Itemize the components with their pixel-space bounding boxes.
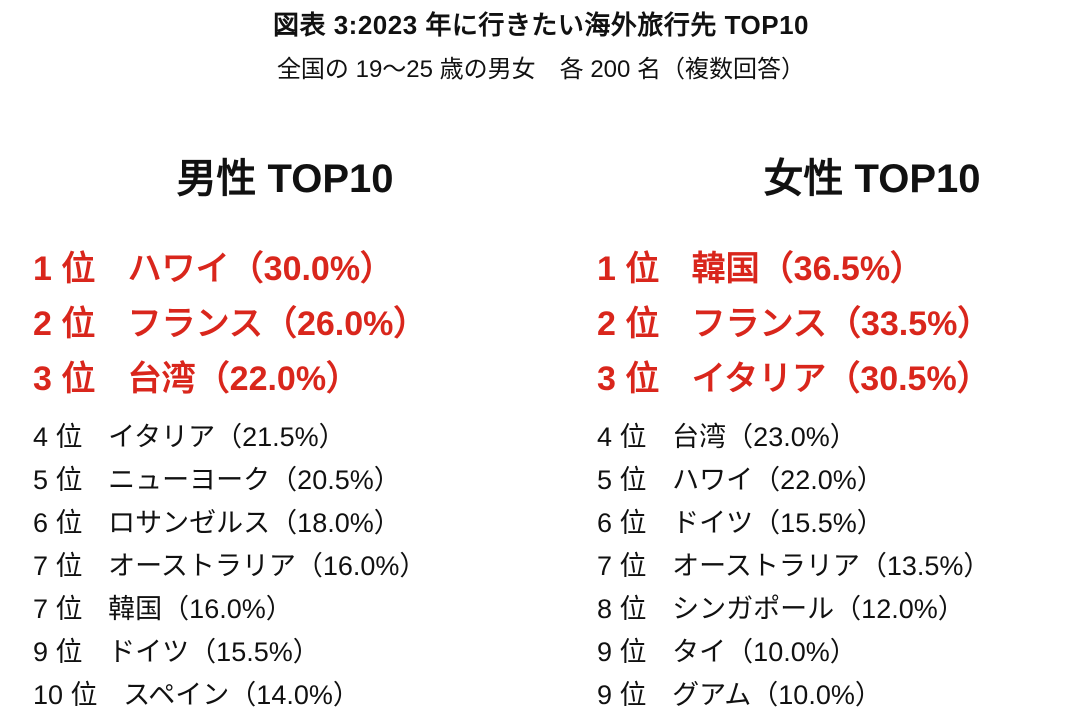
list-item: 7 位オーストラリア（13.5%） — [597, 545, 991, 588]
rank-label: 6 位 — [33, 508, 83, 538]
destination-label: ハワイ（22.0%） — [672, 465, 884, 495]
figure-title: 図表 3:2023 年に行きたい海外旅行先 TOP10 — [272, 10, 810, 40]
destination-label: フランス（26.0%） — [127, 305, 428, 343]
rank-label: 5 位 — [33, 465, 83, 495]
destination-label: 台湾（22.0%） — [127, 360, 361, 398]
rank-label: 4 位 — [33, 422, 83, 452]
destination-label: ニューヨーク（20.5%） — [108, 465, 401, 495]
list-item: 7 位オーストラリア（16.0%） — [33, 545, 427, 588]
destination-label: スペイン（14.0%） — [123, 680, 360, 710]
destination-label: 韓国（36.5%） — [691, 250, 925, 288]
list-item: 9 位グアム（10.0%） — [597, 674, 991, 716]
rank-label: 6 位 — [597, 508, 647, 538]
female-ranking-list: 1 位韓国（36.5%） 2 位フランス（33.5%） 3 位イタリア（30.5… — [597, 242, 991, 716]
list-item: 3 位イタリア（30.5%） — [597, 352, 991, 407]
rank-label: 10 位 — [33, 680, 98, 710]
female-column-header: 女性 TOP10 — [763, 157, 981, 201]
destination-label: ハワイ（30.0%） — [127, 250, 395, 288]
rank-label: 7 位 — [33, 594, 83, 624]
destination-label: イタリア（30.5%） — [691, 360, 991, 398]
list-item: 6 位ドイツ（15.5%） — [597, 502, 991, 545]
rank-label: 5 位 — [597, 465, 647, 495]
rank-label: 3 位 — [33, 360, 96, 398]
destination-label: 韓国（16.0%） — [108, 594, 293, 624]
destination-label: オーストラリア（13.5%） — [672, 551, 991, 581]
destination-label: 台湾（23.0%） — [672, 422, 857, 452]
list-item: 9 位タイ（10.0%） — [597, 631, 991, 674]
list-item: 4 位台湾（23.0%） — [597, 416, 991, 459]
destination-label: ドイツ（15.5%） — [108, 637, 320, 667]
rank-label: 7 位 — [597, 551, 647, 581]
rank-label: 2 位 — [33, 305, 96, 343]
list-item: 1 位韓国（36.5%） — [597, 242, 991, 297]
list-item: 4 位イタリア（21.5%） — [33, 416, 427, 459]
male-ranking-list: 1 位ハワイ（30.0%） 2 位フランス（26.0%） 3 位台湾（22.0%… — [33, 242, 427, 716]
list-item: 5 位ハワイ（22.0%） — [597, 459, 991, 502]
list-item: 6 位ロサンゼルス（18.0%） — [33, 502, 427, 545]
rank-label: 4 位 — [597, 422, 647, 452]
list-item: 1 位ハワイ（30.0%） — [33, 242, 427, 297]
destination-label: シンガポール（12.0%） — [672, 594, 965, 624]
list-item: 2 位フランス（33.5%） — [597, 297, 991, 352]
list-item: 5 位ニューヨーク（20.5%） — [33, 459, 427, 502]
list-item: 9 位ドイツ（15.5%） — [33, 631, 427, 674]
destination-label: タイ（10.0%） — [672, 637, 857, 667]
rank-label: 9 位 — [597, 637, 647, 667]
list-item: 7 位韓国（16.0%） — [33, 588, 427, 631]
rank-label: 2 位 — [597, 305, 660, 343]
destination-label: グアム（10.0%） — [672, 680, 882, 710]
rank-label: 3 位 — [597, 360, 660, 398]
list-item: 3 位台湾（22.0%） — [33, 352, 427, 407]
destination-label: ロサンゼルス（18.0%） — [108, 508, 401, 538]
rank-label: 1 位 — [33, 250, 96, 288]
destination-label: イタリア（21.5%） — [108, 422, 346, 452]
list-item: 10 位スペイン（14.0%） — [33, 674, 427, 716]
destination-label: オーストラリア（16.0%） — [108, 551, 427, 581]
destination-label: フランス（33.5%） — [691, 305, 992, 343]
figure-subtitle: 全国の 19～25 歳の男女 各 200 名（複数回答） — [276, 56, 806, 83]
list-item: 8 位シンガポール（12.0%） — [597, 588, 991, 631]
rank-label: 9 位 — [597, 680, 647, 710]
list-item: 2 位フランス（26.0%） — [33, 297, 427, 352]
rank-label: 1 位 — [597, 250, 660, 288]
rank-label: 8 位 — [597, 594, 647, 624]
destination-label: ドイツ（15.5%） — [672, 508, 884, 538]
male-column-header: 男性 TOP10 — [176, 157, 394, 201]
rank-label: 9 位 — [33, 637, 83, 667]
rank-label: 7 位 — [33, 551, 83, 581]
